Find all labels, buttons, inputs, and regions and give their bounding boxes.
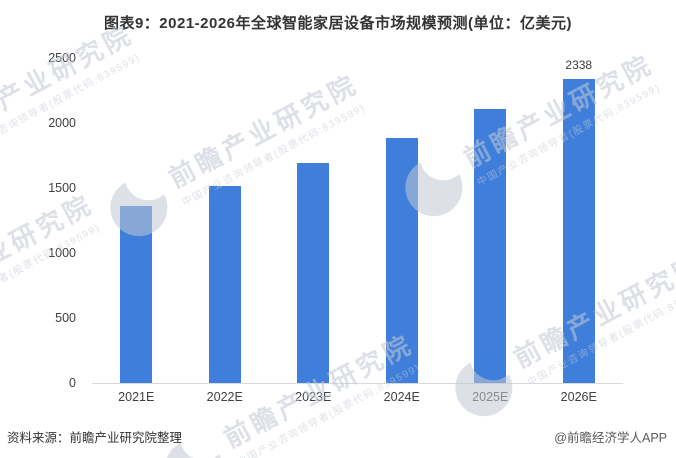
y-tick: 500 [55,311,76,325]
y-tick: 0 [69,376,76,390]
y-tick: 2000 [48,116,76,130]
bar-column [181,58,270,383]
credit-note: @前瞻经济学人APP [554,431,667,445]
bar [385,137,418,383]
bar [120,205,153,383]
bar [474,109,507,383]
y-axis: 2500 2000 1500 1000 500 0 [0,51,76,390]
x-axis-label: 2025E [472,390,509,404]
x-axis-label: 2022E [206,390,243,404]
page-title: 图表9：2021-2026年全球智能家居设备市场规模预测(单位：亿美元) [103,15,573,32]
y-tick: 1500 [48,181,76,195]
x-axis-label: 2026E [560,390,597,404]
bar-column [269,58,358,383]
bar-column [358,58,447,383]
x-axis-label: 2024E [383,390,420,404]
bar-column: 2338 [535,58,624,383]
x-axis: 2021E 2022E 2023E 2024E 2025E 2026E [92,390,623,404]
source-note: 资料来源：前瞻产业研究院整理 [7,431,183,445]
bar-column [92,58,181,383]
plot-area: 2338 [92,58,623,384]
x-axis-label: 2021E [118,390,155,404]
bar-value-label: 2338 [565,58,593,73]
bar [297,163,330,383]
bar [562,79,595,383]
bar-column [446,58,535,383]
x-axis-label: 2023E [295,390,332,404]
y-tick: 1000 [48,246,76,260]
y-tick: 2500 [48,51,76,65]
bar [208,186,241,383]
